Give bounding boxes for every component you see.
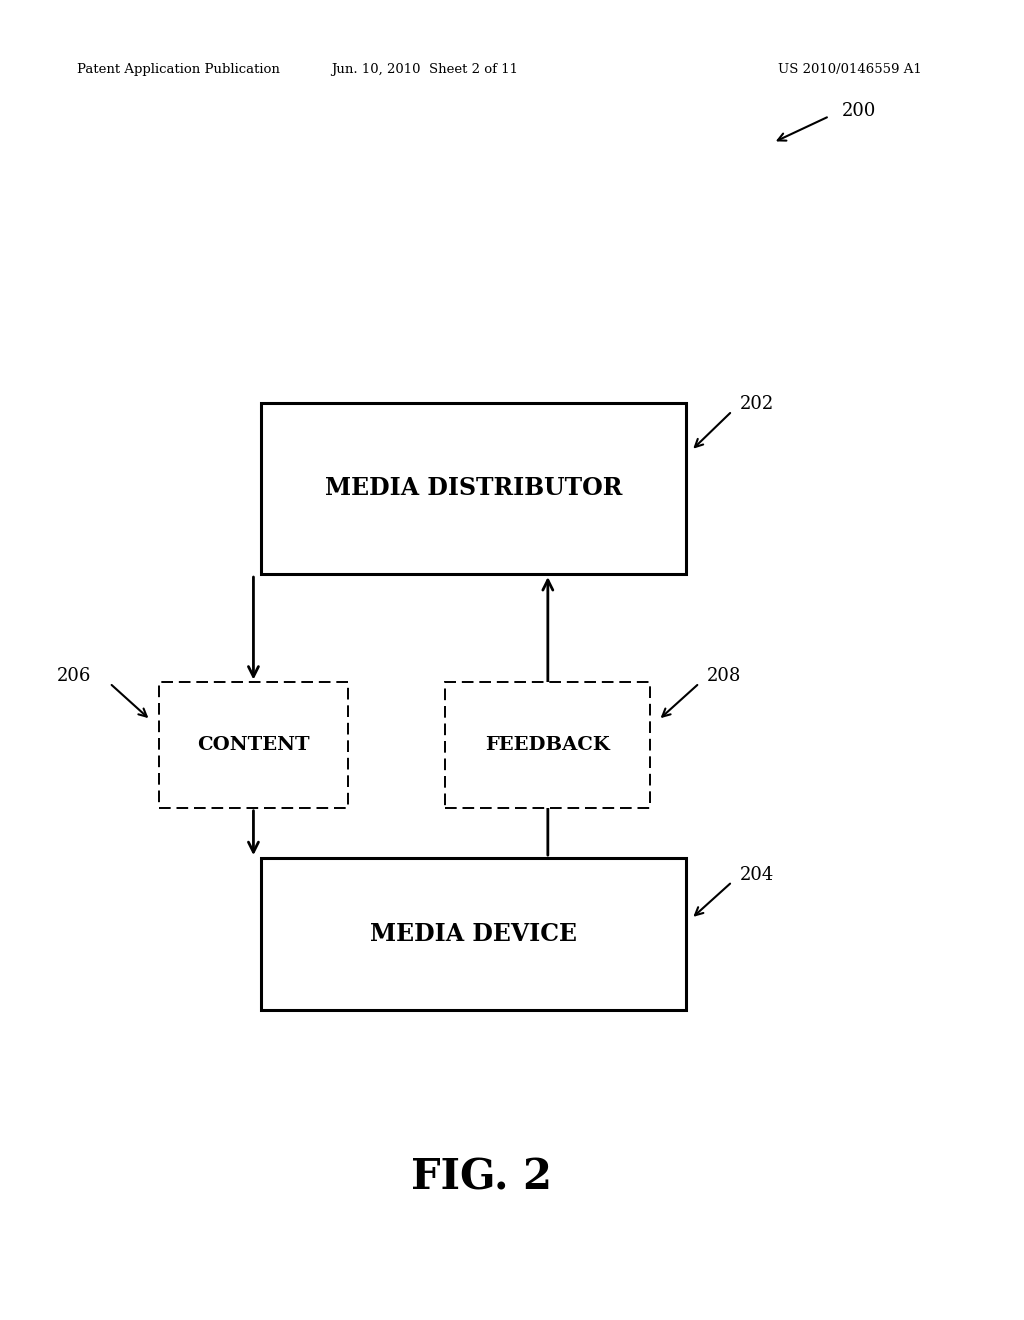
Bar [261, 403, 686, 574]
Text: 204: 204 [739, 866, 773, 884]
Text: US 2010/0146559 A1: US 2010/0146559 A1 [778, 63, 922, 77]
Bar [261, 858, 686, 1010]
Text: FIG. 2: FIG. 2 [411, 1156, 552, 1199]
Text: 208: 208 [707, 668, 741, 685]
Text: MEDIA DEVICE: MEDIA DEVICE [370, 921, 578, 946]
Text: Patent Application Publication: Patent Application Publication [77, 63, 280, 77]
Text: FEEDBACK: FEEDBACK [485, 737, 610, 754]
Bar [445, 682, 650, 808]
Text: MEDIA DISTRIBUTOR: MEDIA DISTRIBUTOR [325, 477, 623, 500]
Text: CONTENT: CONTENT [198, 737, 309, 754]
Text: 200: 200 [842, 102, 877, 120]
Text: FEEDBACK: FEEDBACK [485, 737, 610, 754]
Bar [159, 682, 348, 808]
Text: 202: 202 [739, 396, 773, 413]
Text: CONTENT: CONTENT [198, 737, 309, 754]
Text: 206: 206 [56, 668, 91, 685]
Text: Jun. 10, 2010  Sheet 2 of 11: Jun. 10, 2010 Sheet 2 of 11 [332, 63, 518, 77]
